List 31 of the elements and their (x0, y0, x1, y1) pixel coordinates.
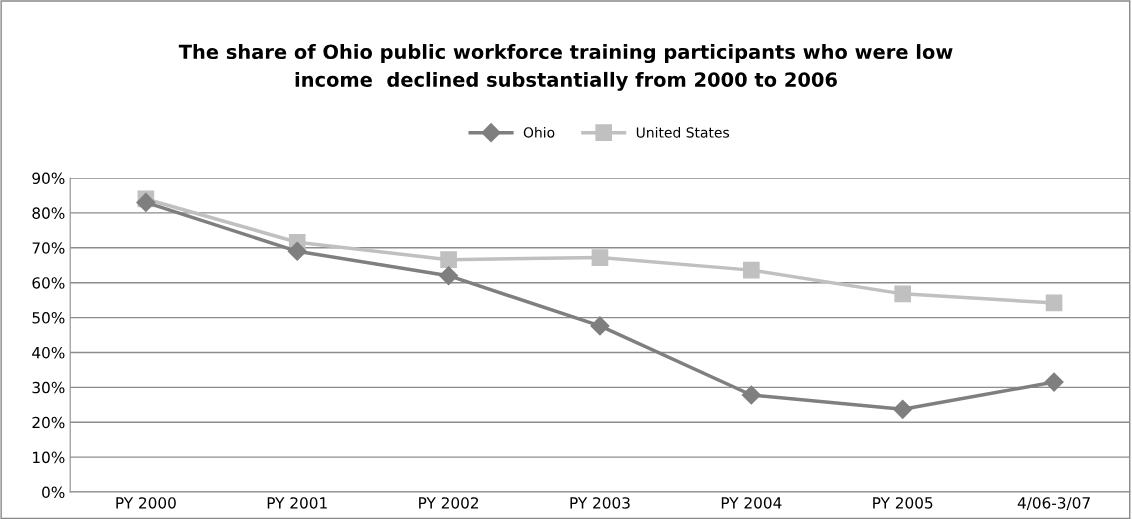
point (591, 249, 609, 266)
point (1044, 372, 1064, 392)
point (893, 399, 913, 419)
y-tick-label: 30% (32, 381, 65, 394)
point (287, 241, 307, 261)
point (590, 316, 610, 336)
x-tick-label: 4/06-3/07 (1017, 497, 1090, 510)
y-tick-label: 40% (32, 346, 65, 359)
point (1045, 294, 1063, 312)
point (894, 285, 912, 303)
x-tick-label: PY 2001 (267, 497, 327, 509)
y-tick-label: 20% (32, 416, 65, 429)
point (440, 251, 457, 268)
y-tick-label: 70% (32, 242, 65, 254)
point (742, 261, 760, 279)
legend-label: United States (636, 126, 730, 138)
y-tick-label: 10% (33, 451, 65, 464)
chart-title: The share of Ohio public workforce training participants who were low income declined substantially from 2000 to 2006 (178, 44, 953, 91)
x-tick-label: PY 2003 (570, 497, 630, 509)
x-tick-label: PY 2002 (419, 497, 479, 509)
point (439, 266, 459, 286)
y-tick-label: 60% (32, 277, 65, 289)
y-tick-label: 80% (32, 207, 65, 219)
y-tick-label: 0% (42, 486, 65, 499)
x-tick-label: PY 2004 (721, 497, 782, 509)
y-tick-label: 50% (32, 312, 65, 324)
y-tick-label: 90% (32, 172, 65, 185)
legend-label: Ohio (523, 126, 555, 138)
point (741, 385, 761, 405)
x-tick-label: PY 2005 (873, 497, 933, 509)
x-tick-label: PY 2000 (116, 497, 176, 509)
